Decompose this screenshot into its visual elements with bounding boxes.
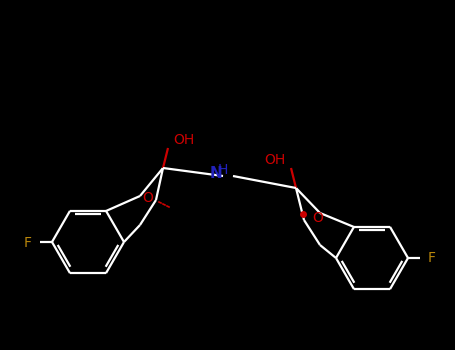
Text: OH: OH	[264, 153, 286, 167]
Text: N: N	[210, 167, 222, 182]
Text: H: H	[218, 163, 228, 177]
Text: F: F	[428, 251, 436, 265]
Text: OH: OH	[173, 133, 195, 147]
Text: O: O	[312, 211, 323, 225]
Text: O: O	[142, 191, 153, 205]
Text: F: F	[24, 236, 32, 250]
